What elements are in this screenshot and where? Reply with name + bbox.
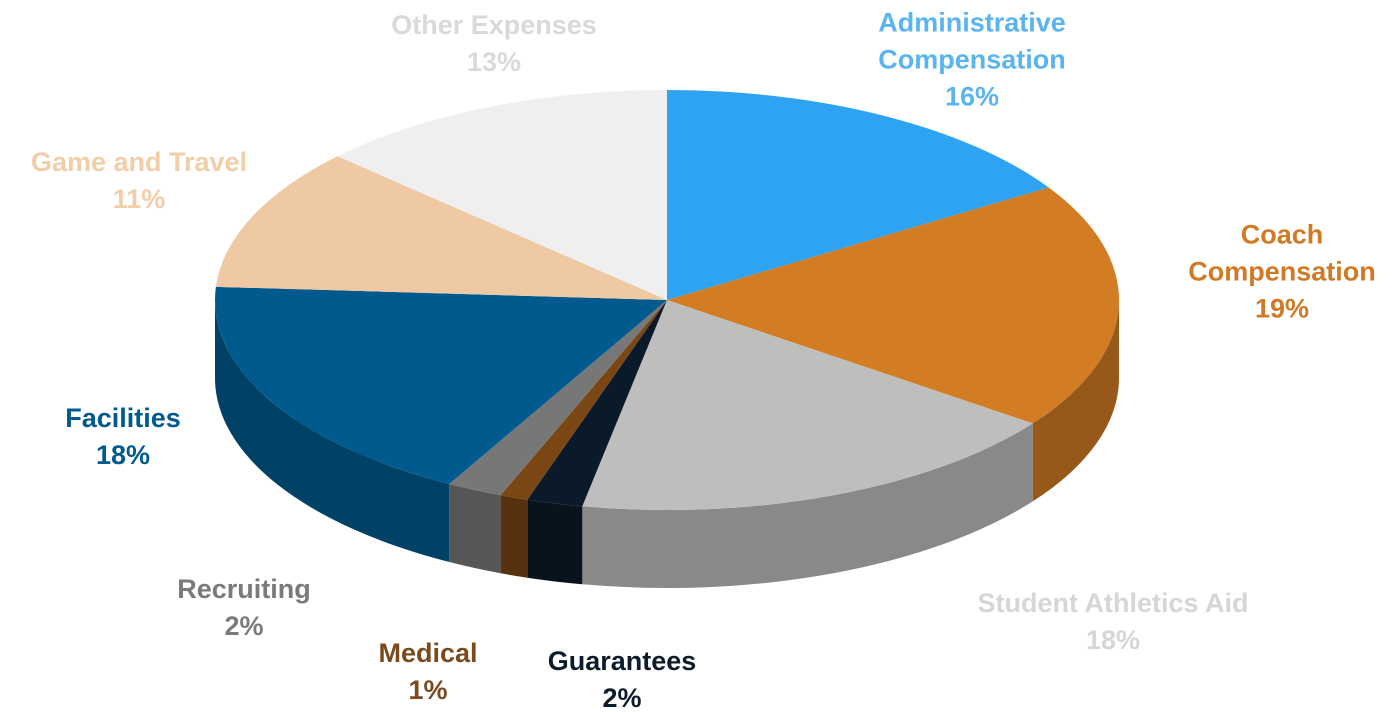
- slice: [214, 286, 667, 485]
- slice: [527, 300, 667, 507]
- value-label: 18%: [1085, 625, 1141, 655]
- pie-sides: [214, 300, 1119, 588]
- slice-label: Student Athletics Aid 18%: [977, 585, 1248, 659]
- value-label: 13%: [466, 47, 522, 77]
- slice: [337, 90, 667, 300]
- category-label: Guarantees: [547, 646, 697, 676]
- slice-label: Game and Travel 11%: [31, 144, 247, 218]
- value-label: 16%: [944, 81, 1000, 112]
- slice-label: Facilities 18%: [65, 400, 181, 474]
- category-label: Administrative Compensation: [878, 7, 1066, 75]
- slice: [582, 300, 1033, 510]
- slice: [667, 187, 1119, 424]
- slice-side: [500, 495, 528, 578]
- slice-label: Coach Compensation 19%: [1162, 217, 1398, 328]
- category-label: Game and Travel: [30, 147, 248, 177]
- slice-label: Other Expenses 13%: [391, 7, 597, 81]
- pie-tops: [214, 90, 1119, 510]
- slice-label: Medical 1%: [378, 635, 477, 709]
- category-label: Coach Compensation: [1188, 219, 1376, 287]
- slice-label: Recruiting 2%: [177, 571, 311, 645]
- value-label: 2%: [602, 683, 642, 712]
- slice-side: [582, 423, 1033, 588]
- category-label: Recruiting: [177, 574, 311, 604]
- slice-side: [449, 484, 501, 574]
- slice-side: [527, 499, 583, 585]
- value-label: 19%: [1254, 293, 1310, 324]
- slice-label: Guarantees 2%: [548, 643, 697, 712]
- value-label: 11%: [112, 184, 166, 214]
- value-label: 18%: [95, 440, 151, 470]
- slice: [500, 300, 667, 500]
- slice-side: [214, 300, 450, 563]
- value-label: 1%: [408, 675, 448, 705]
- slice-side: [1032, 300, 1119, 502]
- slice-label: Administrative Compensation 16%: [842, 5, 1102, 116]
- slice: [667, 90, 1049, 300]
- category-label: Student Athletics Aid: [977, 588, 1249, 618]
- category-label: Facilities: [65, 403, 181, 433]
- value-label: 2%: [224, 611, 264, 641]
- slice: [215, 156, 668, 300]
- category-label: Other Expenses: [391, 10, 597, 40]
- category-label: Medical: [378, 638, 478, 668]
- slice: [449, 300, 667, 496]
